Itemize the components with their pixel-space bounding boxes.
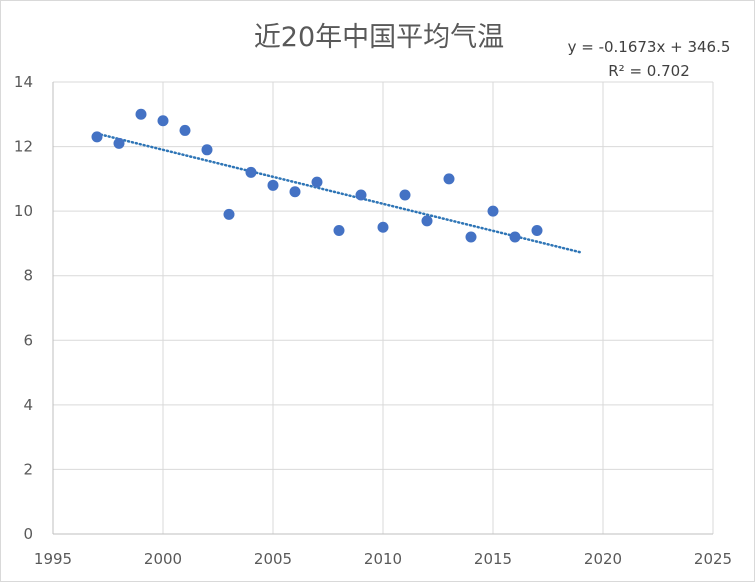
data-point xyxy=(157,115,169,127)
data-point xyxy=(267,179,279,191)
gridlines xyxy=(52,81,714,535)
data-point xyxy=(377,221,389,233)
y-tick-label: 12 xyxy=(14,138,33,156)
y-tick-label: 6 xyxy=(23,331,33,349)
axes: 0 2 4 6 8 10 12 14 1995 2000 2005 2010 2015 2020 2025 xyxy=(14,73,732,568)
y-tick-label: 0 xyxy=(23,525,33,543)
data-point xyxy=(443,173,455,185)
trendline xyxy=(95,132,583,254)
data-point xyxy=(333,225,345,237)
y-tick-label: 10 xyxy=(14,202,33,220)
data-points xyxy=(91,108,543,243)
trendline-r-squared: R² = 0.702 xyxy=(608,62,689,80)
data-point xyxy=(179,124,191,136)
y-tick-label: 8 xyxy=(23,267,33,285)
data-point xyxy=(465,231,477,243)
x-tick-label: 2015 xyxy=(474,550,512,568)
x-tick-label: 2005 xyxy=(254,550,292,568)
trendline-equation: y = -0.1673x + 346.5 xyxy=(568,38,731,56)
trendline-layer xyxy=(95,132,583,254)
data-point xyxy=(399,189,411,201)
data-point xyxy=(289,186,301,198)
data-point xyxy=(91,131,103,143)
data-point xyxy=(113,137,125,149)
x-tick-label: 1995 xyxy=(34,550,72,568)
x-tick-label: 2025 xyxy=(694,550,732,568)
x-tick-label: 2010 xyxy=(364,550,402,568)
data-point xyxy=(487,205,499,217)
data-point xyxy=(355,189,367,201)
x-tick-label: 2020 xyxy=(584,550,622,568)
data-point xyxy=(135,108,147,120)
y-tick-label: 14 xyxy=(14,73,33,91)
data-point xyxy=(223,208,235,220)
y-tick-label: 4 xyxy=(23,396,33,414)
data-point xyxy=(421,215,433,227)
y-tick-label: 2 xyxy=(23,460,33,478)
data-point xyxy=(531,225,543,237)
data-point xyxy=(201,144,213,156)
data-point xyxy=(311,176,323,188)
chart-title: 近20年中国平均气温 xyxy=(254,22,504,53)
x-tick-label: 2000 xyxy=(144,550,182,568)
data-point xyxy=(245,166,257,178)
data-point xyxy=(509,231,521,243)
